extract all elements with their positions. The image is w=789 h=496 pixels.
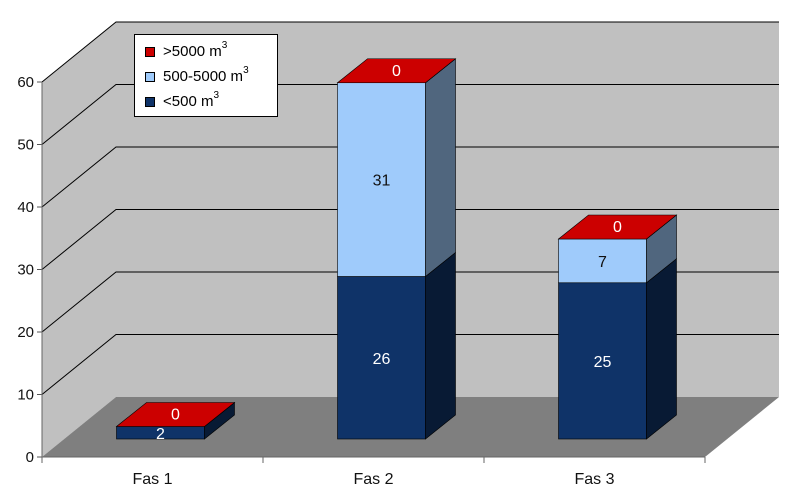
bar-value-label: 0 — [392, 63, 401, 80]
x-category-label: Fas 1 — [132, 471, 172, 488]
y-tick-label: 10 — [17, 387, 34, 404]
x-category-label: Fas 2 — [353, 471, 393, 488]
chart-legend: >5000 m3 500-5000 m3 <500 m3 — [134, 34, 278, 117]
bar-value-label: 0 — [171, 407, 180, 424]
legend-label-medium: 500-5000 m3 — [163, 65, 249, 85]
bar-value-label: 2 — [156, 426, 165, 443]
y-tick-label: 0 — [26, 449, 34, 466]
y-tick-label: 20 — [17, 324, 34, 341]
bar-value-label: 26 — [373, 351, 391, 368]
bar-segment-side — [425, 251, 456, 440]
bar-top-face — [115, 402, 236, 427]
bar-segment-front — [337, 276, 426, 440]
legend-swatch-large — [145, 46, 155, 57]
bar-value-label: 31 — [373, 173, 391, 190]
legend-item-small: <500 m3 — [145, 89, 277, 114]
gridline — [41, 334, 779, 395]
y-tick-label: 30 — [17, 262, 34, 279]
bar-segment-side — [646, 258, 677, 440]
x-category-label: Fas 3 — [574, 471, 614, 488]
y-tick-label: 50 — [17, 137, 34, 154]
bar-segment-side — [425, 58, 456, 278]
legend-swatch-small — [145, 96, 155, 107]
gridline — [41, 84, 779, 145]
gridline — [41, 21, 779, 83]
legend-label-small: <500 m3 — [163, 90, 220, 110]
gridline — [41, 271, 779, 333]
gridline — [41, 209, 779, 270]
y-tick-label: 60 — [17, 74, 34, 91]
bar-segment-front — [558, 238, 647, 284]
bar-top-face — [557, 214, 678, 240]
legend-swatch-medium — [145, 71, 155, 82]
gridline — [41, 146, 779, 208]
y-tick-label: 40 — [17, 199, 34, 216]
bar-top-face — [336, 58, 457, 84]
bar-segment-front — [558, 282, 647, 440]
bar-value-label: 0 — [613, 219, 622, 236]
bar-value-label: 25 — [594, 354, 612, 371]
legend-item-medium: 500-5000 m3 — [145, 64, 277, 89]
legend-label-large: >5000 m3 — [163, 40, 228, 60]
bar-value-label: 7 — [598, 254, 607, 271]
bar-segment-front — [337, 82, 426, 277]
legend-item-large: >5000 m3 — [145, 39, 277, 64]
